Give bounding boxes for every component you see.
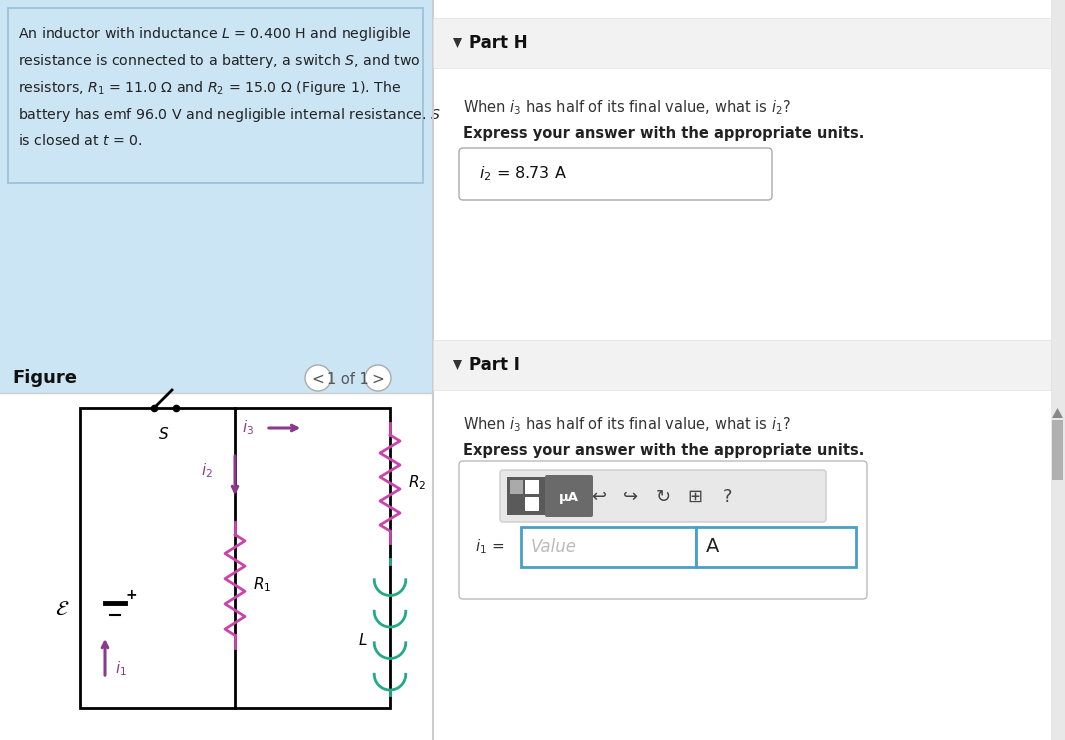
Text: $R_1$: $R_1$	[253, 576, 272, 594]
Text: $i_2$: $i_2$	[201, 462, 213, 480]
Text: ?: ?	[722, 488, 732, 506]
Text: $i_1$: $i_1$	[115, 659, 127, 679]
Circle shape	[365, 365, 391, 391]
Text: resistors, $R_1$ = 11.0 $\Omega$ and $R_2$ = 15.0 $\Omega$ (Figure 1). The: resistors, $R_1$ = 11.0 $\Omega$ and $R_…	[18, 79, 402, 97]
Text: $\mathcal{E}$: $\mathcal{E}$	[54, 599, 69, 619]
Polygon shape	[453, 38, 462, 48]
Bar	[507, 477, 545, 515]
Text: An inductor with inductance $L$ = 0.400 H and negligible: An inductor with inductance $L$ = 0.400 …	[18, 25, 411, 43]
Text: A: A	[706, 537, 719, 556]
Text: Figure: Figure	[12, 369, 77, 387]
Text: Value: Value	[531, 538, 577, 556]
Text: +: +	[126, 588, 136, 602]
Bar	[697, 527, 856, 567]
Text: ⊞: ⊞	[687, 488, 703, 506]
Bar	[80, 408, 390, 708]
Text: $L$: $L$	[359, 632, 368, 648]
Polygon shape	[453, 360, 462, 370]
Bar	[433, 18, 1051, 68]
Bar	[9, 8, 423, 183]
Text: Part I: Part I	[469, 356, 520, 374]
Text: ↩: ↩	[591, 488, 607, 506]
Text: When $i_3$ has half of its final value, what is $i_2$?: When $i_3$ has half of its final value, …	[463, 98, 790, 117]
Text: $S$: $S$	[159, 426, 169, 442]
Text: $R_2$: $R_2$	[408, 474, 426, 492]
FancyBboxPatch shape	[499, 470, 826, 522]
Text: Part H: Part H	[469, 34, 527, 52]
Text: $i_3$: $i_3$	[242, 419, 253, 437]
Bar	[525, 497, 539, 511]
Text: Express your answer with the appropriate units.: Express your answer with the appropriate…	[463, 443, 865, 458]
Bar	[433, 340, 1051, 390]
Polygon shape	[1052, 408, 1063, 418]
Bar	[0, 393, 433, 740]
Bar	[0, 0, 433, 740]
Text: resistance is connected to a battery, a switch $S$, and two: resistance is connected to a battery, a …	[18, 52, 421, 70]
Bar	[433, 0, 1065, 740]
Text: $i_2$ = 8.73 A: $i_2$ = 8.73 A	[479, 164, 567, 184]
Bar	[521, 527, 697, 567]
Bar	[1051, 0, 1065, 740]
FancyBboxPatch shape	[459, 461, 867, 599]
Text: When $i_3$ has half of its final value, what is $i_1$?: When $i_3$ has half of its final value, …	[463, 415, 790, 434]
Bar	[525, 480, 539, 494]
Text: battery has emf 96.0 V and negligible internal resistance. $S$: battery has emf 96.0 V and negligible in…	[18, 106, 441, 124]
Text: ↪: ↪	[623, 488, 639, 506]
Text: 1 of 1: 1 of 1	[327, 371, 368, 386]
Text: μA: μA	[559, 491, 579, 503]
Text: ↻: ↻	[655, 488, 671, 506]
Text: >: >	[372, 371, 384, 386]
FancyBboxPatch shape	[459, 148, 772, 200]
Text: Express your answer with the appropriate units.: Express your answer with the appropriate…	[463, 126, 865, 141]
FancyBboxPatch shape	[545, 475, 593, 517]
Text: $i_1$ =: $i_1$ =	[475, 538, 505, 556]
Bar	[510, 480, 523, 494]
Circle shape	[305, 365, 331, 391]
Text: is closed at $t$ = 0.: is closed at $t$ = 0.	[18, 133, 143, 148]
Text: <: <	[312, 371, 325, 386]
Bar	[1052, 420, 1063, 480]
